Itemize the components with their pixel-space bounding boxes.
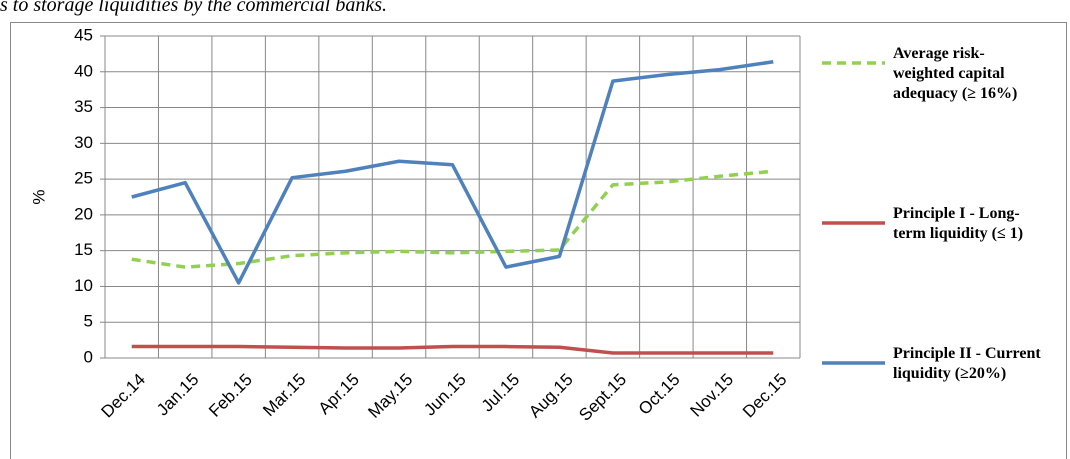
y-tick-label: 45 — [74, 25, 93, 44]
x-tick-label: Jul.15 — [478, 370, 524, 416]
x-tick-label: Feb.15 — [205, 370, 256, 421]
x-tick-label: Jan.15 — [153, 370, 203, 420]
x-tick-label: May.15 — [364, 370, 416, 422]
y-axis-label: % — [29, 189, 48, 204]
legend-label: Average risk-weighted capital adequacy (… — [893, 45, 1018, 102]
y-tick-label: 30 — [74, 133, 93, 152]
series-line — [131, 169, 774, 269]
y-tick-label: 10 — [74, 276, 93, 295]
legend-label: Principle II - Current liquidity (≥20%) — [893, 345, 1041, 382]
x-tick-label: Apr.15 — [315, 370, 363, 418]
series-line — [131, 344, 774, 355]
x-tick-label: Mar.15 — [259, 370, 309, 420]
x-tick-label: Dec.15 — [739, 370, 791, 422]
y-tick-label: 5 — [84, 312, 93, 331]
y-tick-label: 0 — [84, 347, 93, 366]
y-tick-label: 15 — [74, 240, 93, 259]
y-tick-label: 40 — [74, 61, 93, 80]
x-tick-label: Oct.15 — [635, 370, 684, 419]
x-tick-label: Dec.14 — [98, 370, 150, 422]
x-tick-label: Sept.15 — [575, 370, 630, 425]
chart-frame — [10, 22, 1067, 459]
x-tick-label: Jun.15 — [420, 370, 470, 420]
y-tick-label: 35 — [74, 97, 93, 116]
x-tick-label: Nov.15 — [686, 370, 737, 421]
y-tick-label: 25 — [74, 169, 93, 188]
x-tick-label: Aug.15 — [525, 370, 577, 422]
caption: s to storage liquidities by the commerci… — [0, 0, 387, 16]
y-tick-label: 20 — [74, 204, 93, 223]
series-line — [131, 60, 774, 285]
legend-label: Principle I - Long-term liquidity (≤ 1) — [893, 205, 1024, 242]
